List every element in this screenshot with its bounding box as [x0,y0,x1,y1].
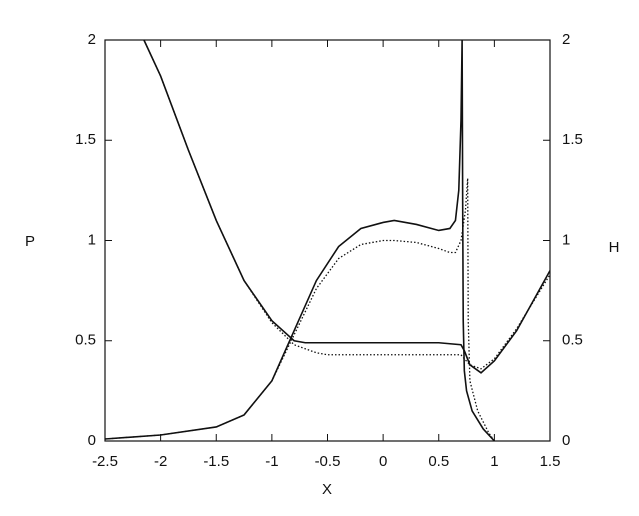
curve [105,178,495,442]
y-tick-label: 1.5 [75,131,96,148]
y2-tick-label: 0.5 [562,332,583,349]
x-tick-label: 0.5 [428,453,449,470]
x-tick-label: -1 [265,453,278,470]
x-tick-label: -1.5 [203,453,229,470]
curve [143,39,550,370]
x-tick-label: 1 [490,453,498,470]
y-tick-label: 0.5 [75,332,96,349]
x-tick-label: -0.5 [315,453,341,470]
plot-frame [104,39,551,442]
y-tick-label: 1 [88,231,96,248]
x-axis-label: X [322,481,332,498]
y-tick-label: 2 [88,31,96,48]
y-axis-label: P [25,233,35,250]
x-tick-label: -2.5 [92,453,118,470]
y-tick-label: 0 [88,432,96,449]
x-tick-label: 1.5 [540,453,561,470]
y2-tick-label: 1 [562,231,570,248]
curve [143,39,550,374]
x-tick-label: 0 [379,453,387,470]
y2-tick-label: 2 [562,31,570,48]
curve [105,39,495,442]
y2-axis-label: H [609,239,620,256]
y2-tick-label: 0 [562,432,570,449]
x-tick-label: -2 [154,453,167,470]
y2-tick-label: 1.5 [562,131,583,148]
